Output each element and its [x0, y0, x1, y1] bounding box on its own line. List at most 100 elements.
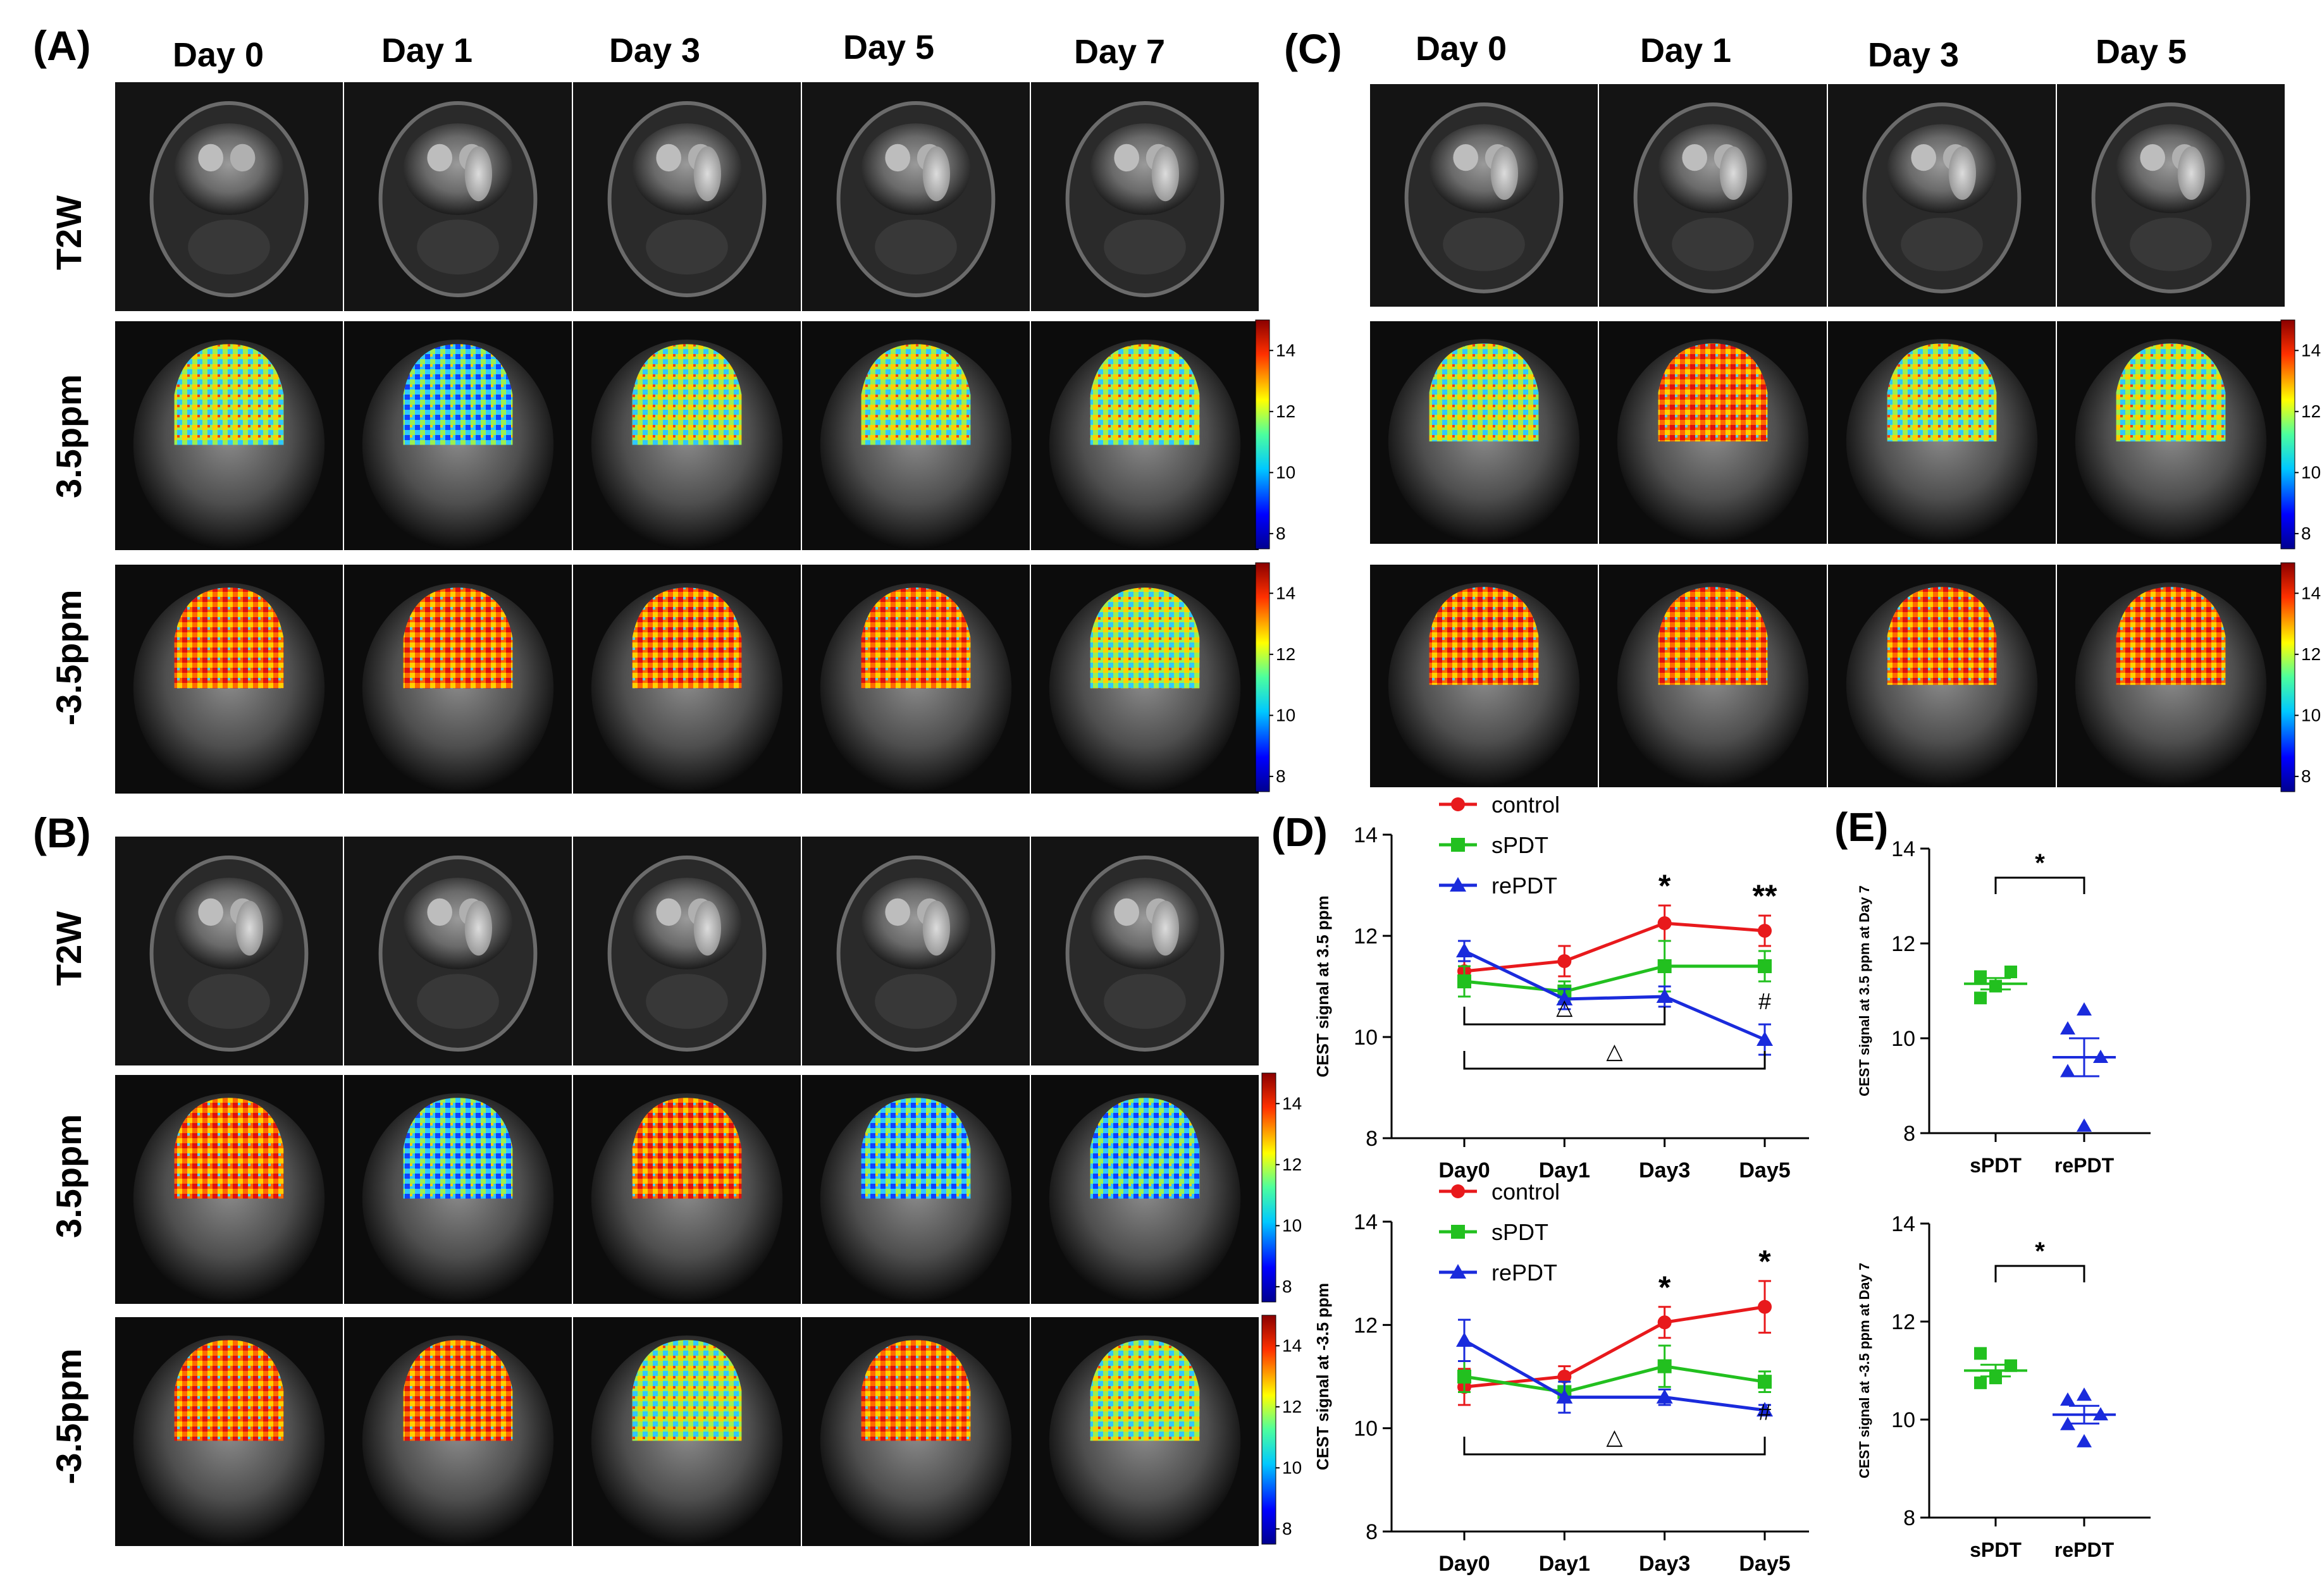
chart-e-bottom: 8 10 12 14 CEST signal at -3.5 ppm at Day 7 s… — [1856, 1212, 2151, 1561]
mri-brain — [2116, 124, 2226, 214]
x-tick-label: Day5 — [1739, 1552, 1790, 1576]
x-tick-label: Day1 — [1539, 1552, 1590, 1576]
panel-a-row-labels: T2W 3.5ppm -3.5ppm — [49, 195, 89, 726]
x-tick-label: Day0 — [1438, 1158, 1490, 1182]
significance-bracket — [1463, 1051, 1766, 1070]
colorbar-tick-label: 14 — [1282, 1093, 1302, 1113]
colorbar — [1255, 562, 1270, 792]
y-tick-label: 12 — [1891, 1310, 1915, 1334]
data-point-repdt — [1456, 1332, 1473, 1347]
colorbar-tick-label: 12 — [1276, 402, 1295, 421]
data-point-control — [1758, 1299, 1772, 1314]
legend-label: sPDT — [1491, 832, 1548, 858]
panel-label-d: (D) — [1271, 809, 1328, 855]
mri-lesion — [235, 900, 263, 956]
mri-lesion — [922, 146, 950, 202]
mri-brain — [1429, 124, 1539, 214]
mri-lesion — [693, 900, 721, 956]
legend-label: rePDT — [1491, 1260, 1557, 1286]
data-point-control — [1657, 916, 1672, 930]
mri-lower-skull — [875, 974, 957, 1029]
series-line-spdt — [1464, 964, 1765, 993]
mri-lesion — [1151, 900, 1179, 956]
y-axis-label: CEST signal at 3.5 ppm at Day 7 — [1856, 885, 1872, 1096]
x-tick-label: Day1 — [1539, 1158, 1590, 1182]
mri-lower-skull — [646, 219, 728, 275]
colorbar-tick-label: 8 — [2301, 524, 2311, 543]
panel-label-e: (E) — [1834, 804, 1888, 850]
mri-lesion — [922, 900, 950, 956]
data-point-repdt — [2077, 1433, 2092, 1447]
y-tick-label: 14 — [1891, 1212, 1915, 1236]
y-axis-label: CEST signal at -3.5 ppm — [1313, 1283, 1332, 1470]
mri-ventricle — [230, 144, 256, 172]
panel-a-day-headers: Day 0 Day 1 Day 3 Day 5 Day 7 — [173, 28, 1165, 74]
mri-lesion — [464, 900, 493, 956]
mri-brain — [861, 878, 971, 969]
data-point-repdt — [1656, 1389, 1673, 1404]
panel-a-row-label: T2W — [49, 195, 89, 270]
colorbar-tick-label: 14 — [1282, 1335, 1302, 1355]
data-point-spdt — [1758, 959, 1772, 973]
panel-a-day-header: Day 7 — [1074, 33, 1165, 71]
significance-triangle: △ — [1606, 1039, 1623, 1064]
significance-bracket — [1994, 1265, 2085, 1282]
y-tick-label: 8 — [1366, 1127, 1378, 1151]
significance-bracket — [1994, 876, 2085, 894]
significance-star: * — [1658, 868, 1671, 904]
mri-brain — [632, 878, 742, 969]
cest-map-overlay — [1090, 344, 1200, 445]
cest-map-overlay — [1887, 343, 1997, 442]
mri-ventricle — [1682, 144, 1707, 171]
mri-lower-skull — [2130, 218, 2212, 271]
panel-a-images — [115, 82, 1259, 794]
colorbar-tick-label: 14 — [1276, 340, 1295, 360]
data-point-repdt — [2077, 1002, 2092, 1016]
colorbar-tick-label: 14 — [1276, 583, 1295, 603]
y-tick-label: 10 — [1354, 1026, 1378, 1050]
cest-map-overlay — [632, 587, 742, 689]
legend-label: control — [1491, 1179, 1560, 1205]
colorbar-tick-label: 10 — [2301, 462, 2321, 482]
significance-star: * — [2035, 1237, 2045, 1265]
cest-map-overlay — [1887, 587, 1997, 685]
mri-ventricle — [1114, 898, 1139, 926]
significance-bracket — [1463, 1007, 1666, 1026]
mri-lower-skull — [646, 974, 728, 1029]
mri-lesion — [2177, 146, 2205, 200]
panel-c-day-headers: Day 0 Day 1 Day 3 Day 5 — [1416, 30, 2187, 74]
panel-c-day-header: Day 5 — [2096, 33, 2187, 71]
cest-map-overlay — [403, 1340, 513, 1441]
y-tick-label: 12 — [1354, 1313, 1378, 1337]
cest-map-overlay — [1090, 1340, 1200, 1441]
mri-lower-skull — [417, 974, 499, 1029]
y-tick-label: 10 — [1891, 1027, 1915, 1051]
data-point-repdt — [2060, 1064, 2075, 1077]
x-tick-label: sPDT — [1970, 1154, 2022, 1177]
y-tick-label: 8 — [1903, 1122, 1915, 1146]
panel-a-day-header: Day 0 — [173, 36, 264, 74]
mri-lower-skull — [188, 219, 270, 275]
mri-brain — [861, 123, 971, 215]
y-tick-label: 10 — [1354, 1417, 1378, 1441]
data-point-spdt — [1457, 1370, 1471, 1384]
x-tick-label: sPDT — [1970, 1538, 2022, 1561]
mri-ventricle — [885, 144, 910, 172]
data-point-repdt — [1456, 943, 1473, 957]
cest-map-overlay — [174, 1340, 284, 1441]
mri-brain — [1090, 123, 1200, 215]
colorbar-tick-label: 8 — [1282, 1277, 1292, 1296]
data-point-repdt — [1757, 1402, 1773, 1417]
colorbar-tick-label: 12 — [1282, 1397, 1302, 1416]
data-point-spdt — [1974, 970, 1987, 983]
data-point-spdt — [1989, 1372, 2002, 1385]
cest-map-overlay — [1658, 587, 1768, 685]
panel-a-row-label: 3.5ppm — [49, 374, 89, 498]
colorbar-tick-label: 14 — [2301, 340, 2321, 360]
panel-c-day-header: Day 3 — [1868, 36, 1959, 74]
cest-map-overlay — [861, 1098, 971, 1199]
cest-map-overlay — [1090, 1098, 1200, 1199]
colorbar-tick-label: 12 — [1276, 644, 1295, 664]
colorbar-tick-label: 8 — [1276, 766, 1286, 786]
panel-a-row-label: -3.5ppm — [49, 590, 89, 726]
